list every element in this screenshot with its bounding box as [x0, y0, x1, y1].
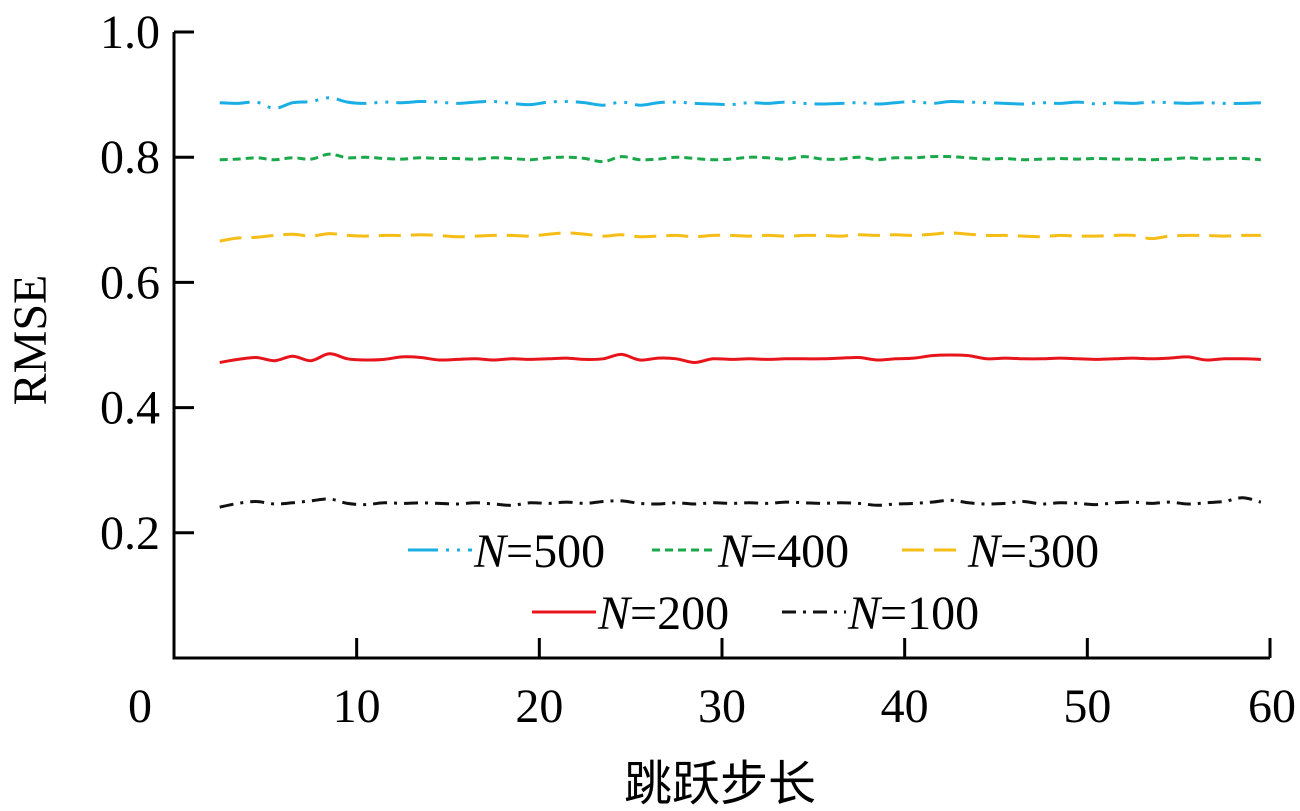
series-line-n100: [219, 496, 1262, 509]
series-line-n300: [219, 231, 1261, 243]
legend: N=500 N=400 N=300 N=200 N=100: [408, 525, 1099, 640]
legend-item: N=400: [652, 525, 849, 578]
axes: 0.2 0.4 0.6 0.8 1.0 0 10 20 30 40 50 60: [100, 6, 1296, 733]
x-tick-label: 10: [333, 680, 381, 733]
series-line-n500: [219, 96, 1261, 110]
legend-item: N=300: [902, 525, 1099, 578]
x-tick-label: 20: [515, 680, 563, 733]
legend-label: N=500: [473, 525, 605, 578]
x-tick-label: 30: [698, 680, 746, 733]
series-layer: [219, 96, 1262, 509]
y-axis-title: RMSE: [4, 275, 57, 406]
x-tick-label: 40: [881, 680, 929, 733]
series-line-n200: [219, 352, 1261, 364]
x-axis-title: 跳跃步长: [624, 758, 816, 811]
legend-item: N=200: [532, 587, 729, 640]
legend-label: N=100: [847, 587, 979, 640]
y-tick-label: 0.8: [100, 131, 160, 184]
legend-item: N=500: [408, 525, 605, 578]
legend-label: N=400: [717, 525, 849, 578]
legend-item: N=100: [782, 587, 979, 640]
x-tick-label: 50: [1063, 680, 1111, 733]
legend-label: N=200: [597, 587, 729, 640]
x-tick-label: 60: [1248, 680, 1296, 733]
y-tick-label: 0.4: [100, 382, 160, 435]
legend-label: N=300: [967, 525, 1099, 578]
y-tick-label: 0.6: [100, 256, 160, 309]
y-tick-label: 1.0: [100, 6, 160, 59]
x-tick-label: 0: [128, 680, 152, 733]
series-line-n400: [219, 152, 1261, 164]
y-tick-label: 0.2: [100, 507, 160, 560]
